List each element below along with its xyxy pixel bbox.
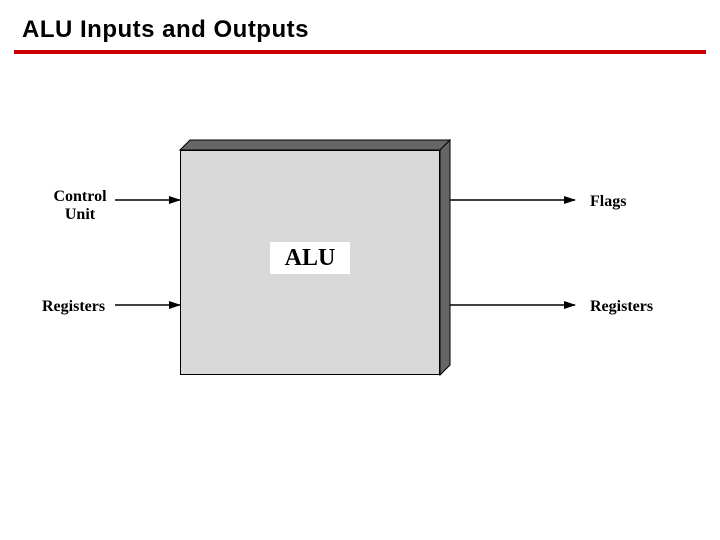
alu-diagram: ALU Control Unit Registers Flags Registe… — [0, 0, 720, 540]
arrows-svg — [0, 0, 720, 540]
